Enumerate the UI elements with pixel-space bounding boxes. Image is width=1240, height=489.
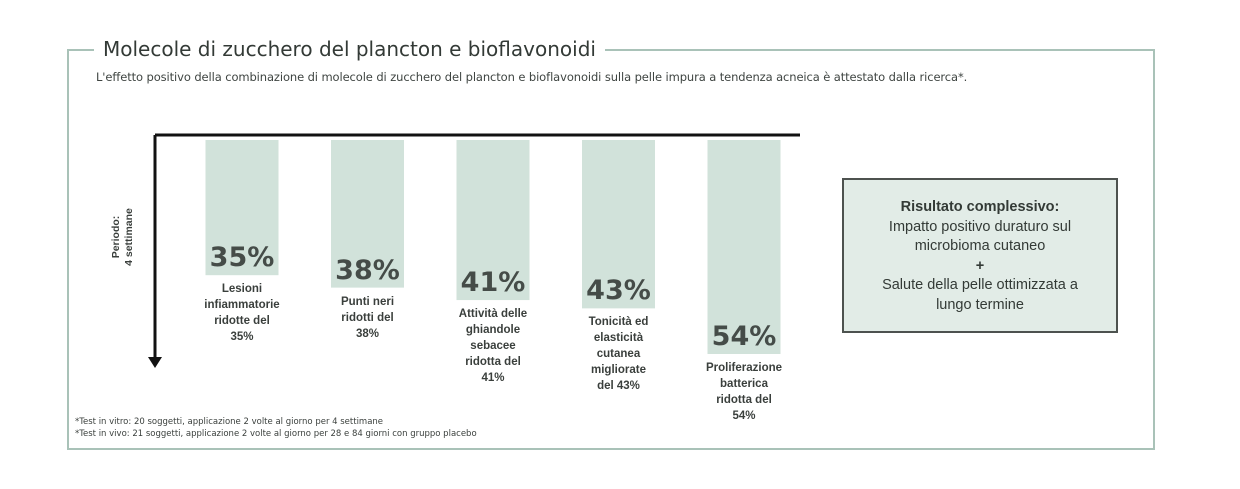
bar-category-label-3: Attività delle ghiandole sebacee ridotta de… bbox=[438, 306, 548, 386]
bar-category-label-5-line-4: 54% bbox=[732, 410, 756, 422]
bar-category-label-5-line-3: ridotta del bbox=[716, 394, 772, 406]
summary-line-4: lungo termine bbox=[936, 296, 1024, 313]
bar-category-label-5-line-1: Proliferazione bbox=[705, 362, 783, 374]
summary-line-2: microbioma cutaneo bbox=[914, 238, 1046, 254]
bar-category-label-3-line-5: 41% bbox=[481, 372, 505, 385]
page-title: Molecole di zucchero del plancton e biof… bbox=[94, 36, 605, 62]
summary-line-3: Salute della pelle ottimizzata a bbox=[882, 277, 1078, 293]
bar-category-label-2-line-2: ridotti del bbox=[341, 311, 394, 324]
bar-2 bbox=[331, 140, 404, 288]
bar-3 bbox=[456, 140, 530, 301]
summary-title: Risultato complessivo: bbox=[900, 199, 1060, 215]
bar-category-label-3-line-2: ghiandole bbox=[465, 324, 521, 337]
footnote-in-vitro: *Test in vitro: 20 soggetti, applicazion… bbox=[75, 417, 384, 427]
bar-1 bbox=[205, 140, 279, 276]
bars-group bbox=[205, 140, 781, 354]
bar-category-label-1-line-2: infiammatorie bbox=[204, 299, 280, 312]
bar-category-label-2-line-1: Punti neri bbox=[340, 295, 395, 308]
bar-category-label-5-line-2: batterica bbox=[720, 378, 768, 390]
bar-category-label-1: Lesioni infiammatorie ridotte del 35% bbox=[187, 281, 297, 345]
bar-value-label-2: 38% bbox=[335, 254, 400, 286]
bar-value-label-3: 41% bbox=[460, 267, 526, 299]
bar-category-label-4-line-3: cutanea bbox=[596, 348, 641, 361]
bar-category-label-4-line-5: del 43% bbox=[597, 380, 640, 393]
bar-value-label-4: 43% bbox=[586, 275, 651, 307]
chart-frame bbox=[67, 49, 1155, 450]
page-subtitle: L'effetto positivo della combinazione di… bbox=[96, 70, 968, 84]
bar-category-label-1-line-3: ridotte del bbox=[214, 315, 270, 328]
bar-value-label-5: 54% bbox=[711, 321, 777, 352]
bar-category-label-5: Proliferazione batterica ridotta del 54% bbox=[689, 360, 799, 424]
summary-box: Risultato complessivo: Impatto positivo … bbox=[842, 178, 1118, 333]
bar-category-label-3-line-3: sebacee bbox=[470, 340, 516, 353]
bar-5 bbox=[707, 140, 781, 354]
bar-category-label-3-line-4: ridotta del bbox=[465, 356, 521, 369]
footnote-in-vivo: *Test in vivo: 21 soggetti, applicazione… bbox=[75, 429, 477, 439]
bar-category-label-2-line-3: 38% bbox=[355, 327, 380, 340]
bar-value-label-1: 35% bbox=[209, 242, 275, 274]
y-axis-arrow-icon bbox=[148, 357, 162, 368]
bar-4 bbox=[582, 140, 655, 309]
bar-category-label-4: Tonicità ed elasticità cutanea migliorate de… bbox=[564, 314, 674, 394]
bar-category-label-4-line-1: Tonicità ed bbox=[588, 316, 649, 329]
bar-category-label-4-line-2: elasticità bbox=[593, 332, 644, 345]
bar-category-label-1-line-1: Lesioni bbox=[221, 283, 263, 296]
bar-category-label-4-line-4: migliorate bbox=[591, 364, 646, 377]
summary-line-1: Impatto positivo duraturo sul bbox=[888, 218, 1072, 235]
bar-category-label-3-line-1: Attività delle bbox=[458, 308, 528, 321]
summary-plus: + bbox=[975, 257, 985, 274]
bar-category-label-2: Punti neri ridotti del 38% bbox=[313, 294, 423, 342]
bar-category-label-1-line-4: 35% bbox=[230, 331, 254, 344]
footnotes: *Test in vitro: 20 soggetti, applicazion… bbox=[75, 416, 477, 440]
